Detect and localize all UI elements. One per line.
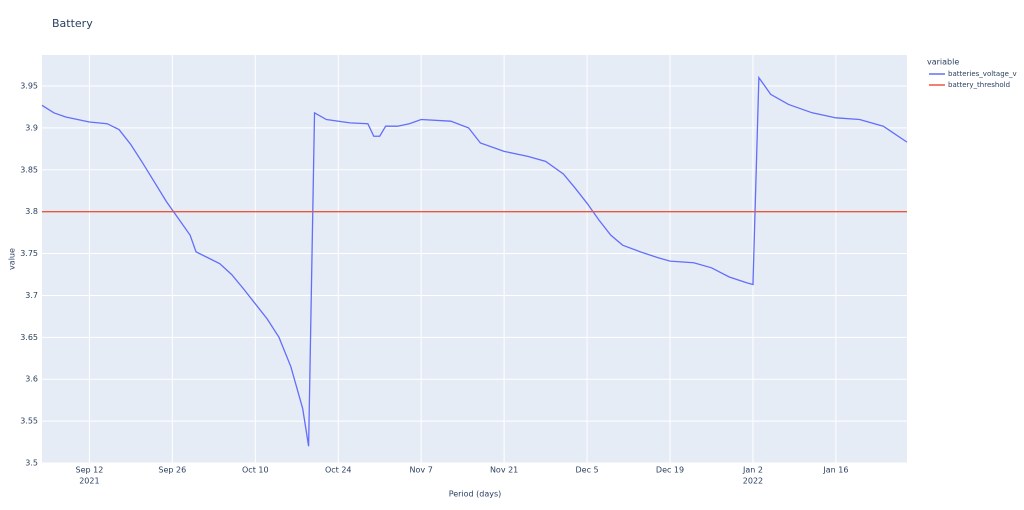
y-tick-label: 3.95 bbox=[20, 81, 38, 90]
y-tick-label: 3.75 bbox=[20, 249, 38, 258]
x-axis-title: Period (days) bbox=[449, 490, 502, 499]
y-tick-label: 3.85 bbox=[20, 165, 38, 174]
y-tick-label: 3.5 bbox=[25, 459, 38, 468]
y-tick-label: 3.9 bbox=[25, 123, 38, 132]
data-line bbox=[41, 75, 908, 447]
x-tick-label: Oct 24 bbox=[325, 466, 352, 475]
x-tick-year: 2022 bbox=[743, 477, 763, 486]
y-tick-label: 3.8 bbox=[25, 207, 38, 216]
x-tick-label: Dec 19 bbox=[656, 466, 684, 475]
x-tick-label: Dec 5 bbox=[576, 466, 599, 475]
y-tick-label: 3.7 bbox=[25, 291, 38, 300]
legend-label: battery_threshold bbox=[948, 81, 1010, 89]
legend-title: variable bbox=[927, 58, 959, 67]
x-tick-label: Sep 12 bbox=[75, 466, 103, 475]
chart-title: Battery bbox=[52, 17, 93, 30]
y-tick-label: 3.65 bbox=[20, 333, 38, 342]
y-axis-title: value bbox=[8, 248, 17, 270]
y-tick-label: 3.6 bbox=[25, 375, 38, 384]
x-tick-year: 2021 bbox=[79, 477, 99, 486]
x-tick-label: Sep 26 bbox=[158, 466, 186, 475]
x-tick-label: Jan 16 bbox=[822, 466, 848, 475]
x-tick-label: Nov 21 bbox=[490, 466, 518, 475]
x-tick-label: Nov 7 bbox=[410, 466, 433, 475]
legend-label: batteries_voltage_v bbox=[948, 70, 1017, 78]
plot-area bbox=[42, 55, 907, 463]
y-tick-label: 3.55 bbox=[20, 417, 38, 426]
x-tick-label: Jan 2 bbox=[742, 466, 763, 475]
x-tick-label: Oct 10 bbox=[242, 466, 269, 475]
